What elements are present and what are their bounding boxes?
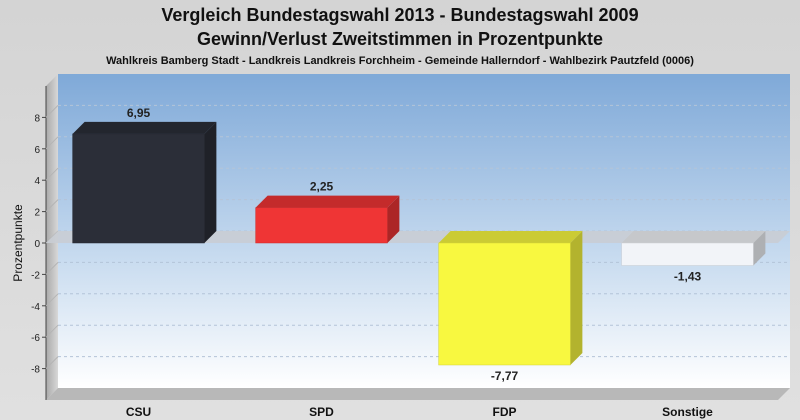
y-tick-label: 0: [34, 239, 40, 250]
x-tick-label: SPD: [309, 405, 334, 419]
gridline-side: [45, 136, 59, 150]
plot-floor: [46, 388, 790, 400]
bar-side: [387, 195, 400, 243]
gridline-side: [45, 199, 59, 212]
gridline-side: [45, 356, 59, 369]
y-axis-label: Prozentpunkte: [11, 204, 25, 282]
y-tick-label: -6: [31, 333, 40, 344]
x-tick-label: FDP: [493, 405, 517, 419]
bar-front: [255, 207, 388, 244]
bar-side: [753, 231, 766, 266]
data-label: 2,25: [310, 180, 334, 194]
gridline-side: [45, 293, 59, 307]
x-tick-label: CSU: [126, 405, 151, 419]
x-tick-label: Sonstige: [662, 405, 713, 419]
bar-top: [255, 195, 400, 208]
bar-front: [438, 242, 571, 366]
y-tick-label: 6: [34, 145, 40, 156]
data-label: -1,43: [674, 269, 702, 283]
chart-subtitle: Gewinn/Verlust Zweitstimmen in Prozentpu…: [196, 29, 604, 49]
bar-top: [621, 231, 766, 243]
bar-side: [570, 231, 583, 365]
y-tick-label: -4: [31, 302, 40, 313]
y-tick-label: 8: [34, 113, 40, 124]
bar-fdp: [438, 231, 583, 366]
data-label: 6,95: [127, 106, 151, 120]
bar-top: [72, 121, 217, 134]
chart-region-caption: Wahlkreis Bamberg Stadt - Landkreis Land…: [106, 55, 694, 67]
bar-top: [438, 231, 583, 243]
y-tick-label: -2: [31, 270, 40, 281]
y-tick-label: 4: [34, 176, 40, 187]
bar-side: [204, 121, 217, 243]
gridline-side: [45, 324, 59, 338]
y-tick-label: 2: [34, 208, 40, 219]
bar-front: [621, 242, 754, 266]
data-label: -7,77: [491, 369, 519, 383]
gridline-side: [45, 105, 59, 118]
zero-plane: [46, 231, 790, 243]
bar-spd: [255, 195, 400, 244]
y-tick-label: -8: [31, 365, 40, 376]
gridline-side: [45, 262, 59, 275]
gridline-side: [45, 167, 59, 181]
chart-title: Vergleich Bundestagswahl 2013 - Bundesta…: [161, 5, 639, 25]
bar-front: [72, 133, 205, 244]
bar-csu: [72, 121, 217, 244]
bar-sonstige: [621, 231, 766, 266]
